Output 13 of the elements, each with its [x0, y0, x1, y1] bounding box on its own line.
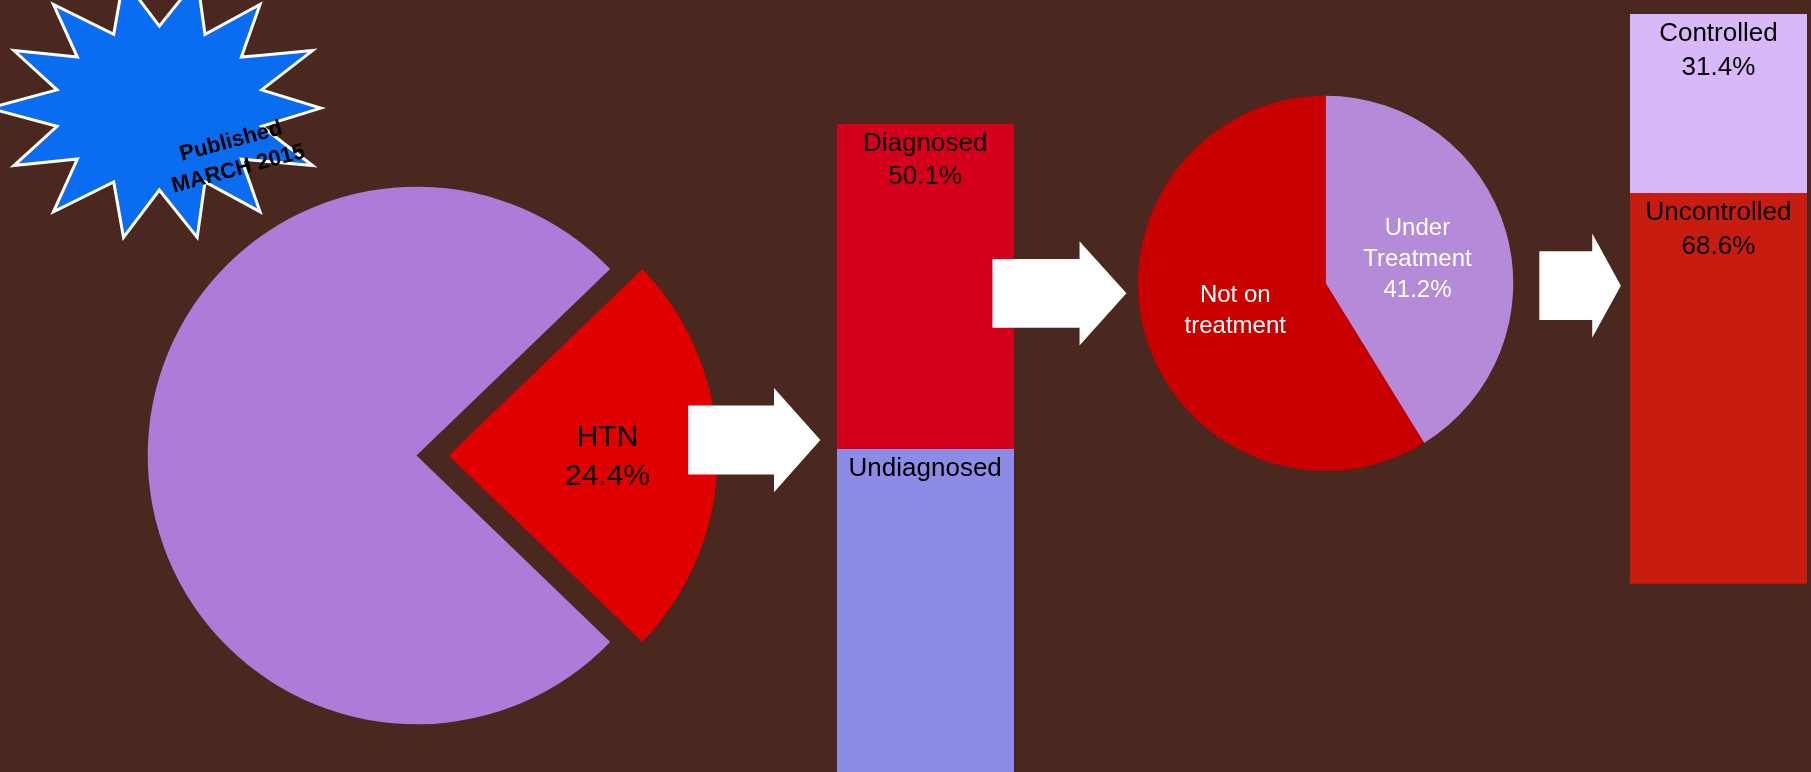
series-label: Diagnosed: [863, 126, 988, 157]
data-label: 31.4%: [1681, 50, 1756, 81]
data-label: 24.4%: [564, 458, 651, 492]
series-label: Controlled: [1659, 16, 1778, 47]
data-label: 68.6%: [1681, 229, 1756, 260]
slice-label: HTN: [576, 419, 639, 453]
pie-slice: [1325, 95, 1514, 443]
data-label: 41.2%: [1383, 274, 1452, 302]
data-label: 50.1%: [888, 160, 963, 191]
series-label: Undiagnosed: [848, 451, 1002, 482]
slice-label: Under Treatment: [1363, 212, 1473, 271]
series-label: Uncontrolled: [1645, 195, 1792, 226]
slice-label: Not on treatment: [1184, 279, 1287, 339]
